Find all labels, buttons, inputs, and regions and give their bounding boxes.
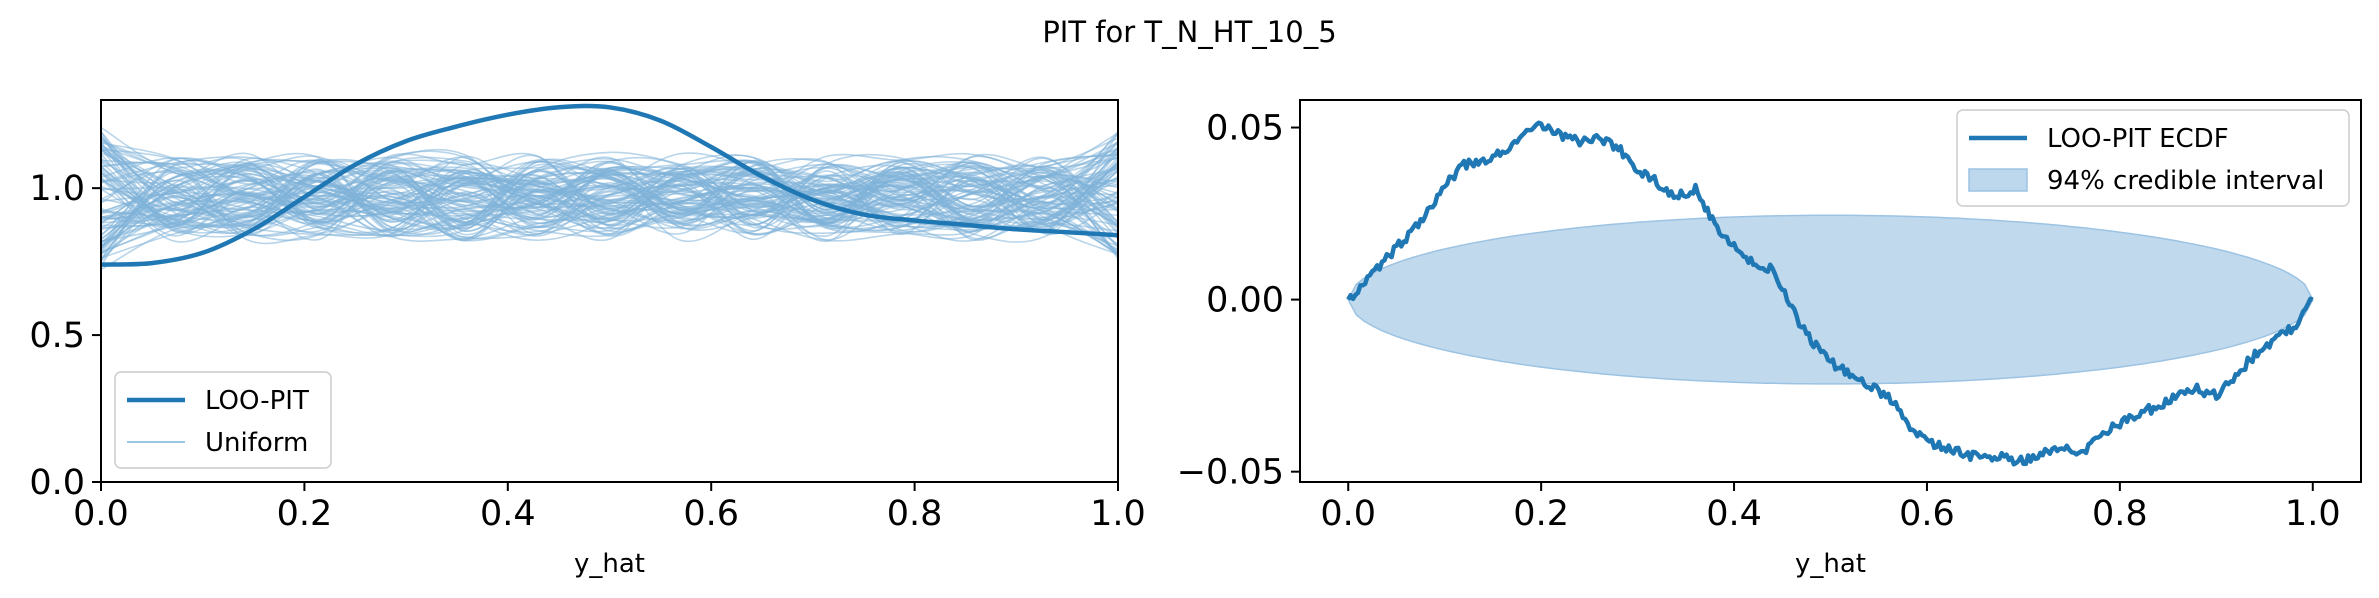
right-x-tick-label: 0.2: [1513, 494, 1569, 534]
left-x-tick-label: 0.0: [73, 494, 129, 534]
uniform-curve: [101, 131, 1118, 230]
uniform-curve: [101, 171, 1118, 242]
uniform-curve: [101, 149, 1118, 215]
uniform-curve: [101, 155, 1118, 215]
left-plot: 0.0 0.2 0.4 0.6 0.8 1.0 0.0 0.5 1.0 y_hat LOO-PI…: [29, 99, 1146, 579]
uniform-curve: [101, 133, 1118, 234]
right-x-tick-label: 0.4: [1706, 494, 1762, 534]
left-y-tick-label: 0.0: [29, 463, 85, 503]
right-x-tick-label: 0.0: [1320, 494, 1376, 534]
right-y-tick-label: 0.05: [1206, 109, 1284, 149]
left-x-tick-label: 0.4: [480, 494, 536, 534]
right-axes-frame: [1299, 99, 2362, 483]
right-legend-box: [1956, 109, 2350, 207]
left-ticks: 0.0 0.2 0.4 0.6 0.8 1.0 0.0 0.5 1.0: [29, 169, 1146, 534]
left-x-axis-label: y_hat: [574, 549, 645, 579]
right-x-axis-label: y_hat: [1795, 549, 1866, 579]
right-ticks: 0.0 0.2 0.4 0.6 0.8 1.0 −0.05 0.00 0.05: [1177, 109, 2341, 534]
uniform-curve: [101, 165, 1118, 237]
left-legend: LOO-PIT Uniform: [114, 371, 332, 469]
left-legend-label: LOO-PIT: [205, 386, 309, 416]
right-plot: 0.0 0.2 0.4 0.6 0.8 1.0 −0.05 0.00 0.05 y_hat LO…: [1177, 99, 2362, 579]
left-x-tick-label: 0.6: [683, 494, 739, 534]
right-legend-label: 94% credible interval: [2047, 166, 2324, 196]
right-legend-label: LOO-PIT ECDF: [2047, 124, 2229, 154]
uniform-curve: [101, 170, 1118, 240]
right-x-tick-label: 0.8: [2092, 494, 2148, 534]
loo-pit-ecdf-line: [1346, 120, 2314, 467]
uniform-curves: [101, 126, 1118, 271]
left-legend-box: [114, 371, 332, 469]
left-y-tick-label: 1.0: [29, 169, 85, 209]
right-x-tick-label: 1.0: [2285, 494, 2341, 534]
right-legend: LOO-PIT ECDF 94% credible interval: [1956, 109, 2350, 207]
left-x-tick-label: 0.8: [887, 494, 943, 534]
loo-pit-line: [101, 103, 1118, 267]
figure-title: PIT for T_N_HT_10_5: [1042, 15, 1336, 49]
left-y-tick-label: 0.5: [29, 316, 85, 356]
right-y-tick-label: −0.05: [1177, 453, 1284, 493]
uniform-curve: [101, 140, 1118, 248]
uniform-curve: [101, 148, 1118, 235]
left-x-tick-label: 1.0: [1090, 494, 1146, 534]
uniform-curve: [101, 150, 1118, 244]
left-x-tick-label: 0.2: [277, 494, 333, 534]
right-legend-swatch: [1968, 168, 2028, 192]
left-axes-frame: [100, 99, 1119, 483]
right-y-tick-label: 0.00: [1206, 281, 1284, 321]
left-legend-label: Uniform: [205, 428, 308, 458]
right-x-tick-label: 0.6: [1899, 494, 1955, 534]
